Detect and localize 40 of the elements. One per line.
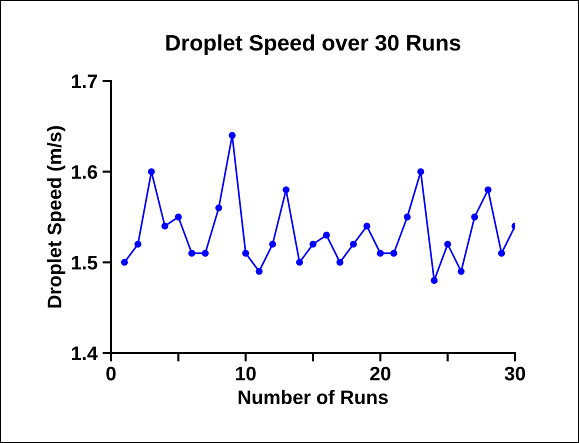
y-tick-label: 1.6	[72, 165, 98, 179]
point	[404, 214, 411, 220]
point	[120, 258, 128, 266]
point	[417, 168, 424, 176]
point	[322, 232, 330, 239]
point	[444, 240, 452, 248]
x-tick-label: 0	[106, 366, 116, 380]
point	[174, 214, 182, 220]
point	[296, 258, 304, 266]
x-tick-label: 10	[236, 366, 256, 380]
point	[310, 240, 316, 248]
point	[134, 240, 142, 248]
point	[242, 250, 250, 257]
point	[484, 186, 492, 194]
point	[215, 204, 222, 212]
y-tick-label: 1.7	[72, 74, 97, 88]
point	[498, 250, 506, 257]
point	[350, 240, 357, 248]
point	[430, 276, 438, 284]
point	[471, 214, 478, 220]
point	[269, 240, 276, 248]
point	[458, 268, 465, 275]
point	[148, 168, 155, 176]
x-tick-label: 20	[370, 366, 390, 380]
point	[228, 132, 236, 139]
point	[256, 268, 263, 275]
point	[202, 250, 209, 257]
point	[336, 258, 344, 266]
point	[390, 250, 398, 257]
point	[376, 250, 384, 257]
x-axis-title: Number of Runs	[238, 390, 388, 404]
x-tick-label: 30	[504, 366, 526, 381]
point	[161, 222, 168, 230]
point	[282, 186, 290, 194]
point	[188, 250, 196, 257]
point	[363, 222, 370, 230]
y-tick-label: 1.4	[72, 346, 98, 360]
y-axis-title: Droplet Speed (m/s)	[47, 126, 66, 308]
chart-title: Droplet Speed over 30 Runs	[166, 34, 460, 56]
y-tick-label: 1.5	[72, 256, 98, 270]
